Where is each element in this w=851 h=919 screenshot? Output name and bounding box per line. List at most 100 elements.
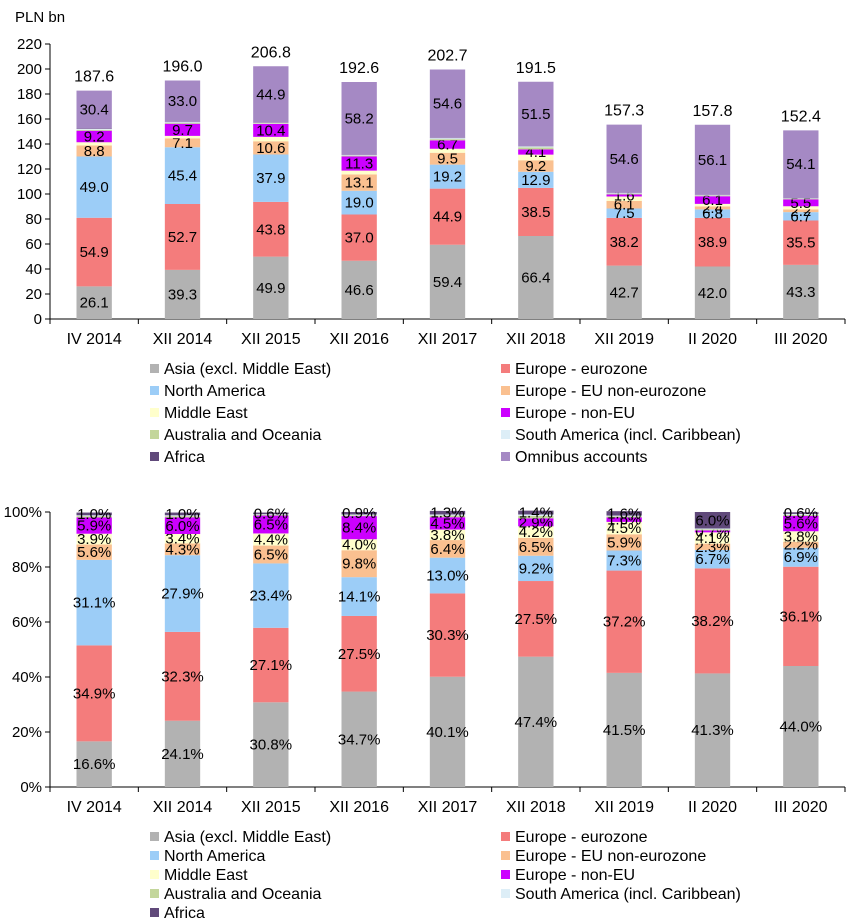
bar-segment: [694, 196, 731, 204]
bar-segment: [164, 122, 201, 124]
bar-segment: [341, 214, 377, 261]
data-label: 43.8: [256, 221, 285, 238]
data-label: 1.0%: [77, 506, 111, 523]
bar-segment: [164, 147, 201, 204]
data-label: 7.5: [614, 205, 635, 222]
bar-segment: [253, 627, 289, 703]
y-tick-label: 60%: [12, 614, 42, 631]
data-label: 4.0%: [342, 537, 376, 554]
y-tick-label: 180: [17, 86, 42, 103]
data-label: 9.5: [437, 151, 458, 168]
bar-segment: [76, 129, 112, 130]
data-label: 44.9: [256, 86, 285, 103]
bar-segment: [429, 138, 466, 140]
bar-segment: [253, 514, 289, 516]
bar-segment: [606, 217, 642, 266]
data-label: 7.3%: [607, 553, 641, 570]
data-label: 34.9%: [73, 685, 116, 702]
data-label: 52.7: [168, 229, 197, 246]
data-label: 2.9%: [519, 514, 553, 531]
bar-segment: [429, 164, 466, 189]
bar-total-label: 202.7: [427, 48, 467, 65]
bar-segment: [164, 204, 201, 270]
bar-segment: [518, 656, 554, 787]
data-label: 54.6: [433, 96, 462, 113]
bar-segment: [341, 514, 377, 516]
y-tick-label: 0: [34, 311, 42, 328]
data-label: 45.4: [168, 168, 197, 185]
chart-shares-percent: 0% 20% 40% 60% 80% 100% IV 2014 16.6% 34.9% 31.1%…: [4, 504, 846, 919]
data-label: 26.1: [80, 295, 109, 312]
data-label: 13.0%: [426, 568, 469, 585]
data-label: 35.5: [786, 235, 815, 252]
bar-segment: [606, 517, 642, 522]
bar-segment: [694, 124, 731, 195]
bar-segment: [253, 136, 289, 142]
x-category-label: XII 2018: [506, 799, 566, 816]
legend-entry: Europe - non-EU: [515, 405, 635, 422]
bar-segment: [341, 155, 377, 156]
bar-segment: [694, 532, 731, 544]
bar-segment: [783, 531, 819, 542]
bar-segment: [164, 631, 201, 721]
bar-segment: [783, 220, 819, 265]
data-label: 6.7: [437, 137, 458, 154]
bar-segment: [76, 645, 112, 742]
data-label: 5.6%: [77, 544, 111, 561]
y-tick-label: 80%: [12, 559, 42, 576]
bar-segment: [164, 720, 201, 787]
bar-segment: [253, 123, 289, 124]
bar-segment: [341, 516, 377, 540]
bar-segment: [253, 123, 289, 137]
bar-segment: [76, 130, 112, 143]
y-tick-label: 140: [17, 136, 42, 153]
y-tick-label: 220: [17, 36, 42, 53]
bar-segment: [606, 196, 642, 201]
bar-segment: [606, 516, 642, 518]
x-category-label: XII 2015: [241, 799, 301, 816]
bar-segment: [164, 512, 201, 516]
bar-segment: [606, 672, 642, 787]
bar-segment: [606, 521, 642, 535]
data-label: 9.2%: [519, 560, 553, 577]
y-tick-label: 120: [17, 161, 42, 178]
bar-segment: [429, 517, 466, 530]
legend-swatch: [150, 870, 159, 879]
data-label: 44.0%: [780, 719, 823, 736]
legend-entry: Europe - eurozone: [515, 361, 648, 378]
bar-segment: [518, 581, 554, 657]
data-label: 38.2: [610, 234, 639, 251]
data-label: 4.2%: [519, 524, 553, 541]
data-label: 54.6: [610, 151, 639, 168]
bar-segment: [783, 212, 819, 221]
x-category-label: XII 2016: [329, 331, 389, 348]
data-label: 9.7: [172, 122, 193, 139]
bar-segment: [76, 533, 112, 545]
y-tick-label: 40: [25, 261, 42, 278]
data-label: 30.8%: [250, 737, 293, 754]
bar-segment: [341, 615, 377, 692]
bar-segment: [783, 541, 819, 548]
bar-segment: [341, 515, 377, 517]
data-label: 27.5%: [338, 646, 381, 663]
bar-segment: [783, 512, 819, 514]
data-label: 6.1: [614, 197, 635, 214]
chart-values-pln: PLN bn 0 20 40 60 80 100 120 140 160 180 200 220 IV 2…: [15, 9, 846, 466]
legend-swatch: [150, 430, 159, 439]
bar-segment: [783, 513, 819, 515]
y-axis-unit-label: PLN bn: [15, 9, 65, 26]
bar-segment: [518, 510, 554, 515]
bar-total-label: 206.8: [251, 44, 291, 61]
data-label: 49.9: [256, 280, 285, 297]
legend-swatch: [501, 851, 510, 860]
y-tick-label: 200: [17, 61, 42, 78]
bar-segment: [164, 122, 201, 123]
bar-segment: [694, 512, 731, 529]
bar-segment: [694, 568, 731, 674]
data-label: 4.5%: [430, 515, 464, 532]
bar-segment: [606, 570, 642, 673]
data-label: 7.1: [172, 135, 193, 152]
bar-segment: [253, 201, 289, 257]
bar-segment: [76, 286, 112, 319]
bar-segment: [606, 200, 642, 209]
